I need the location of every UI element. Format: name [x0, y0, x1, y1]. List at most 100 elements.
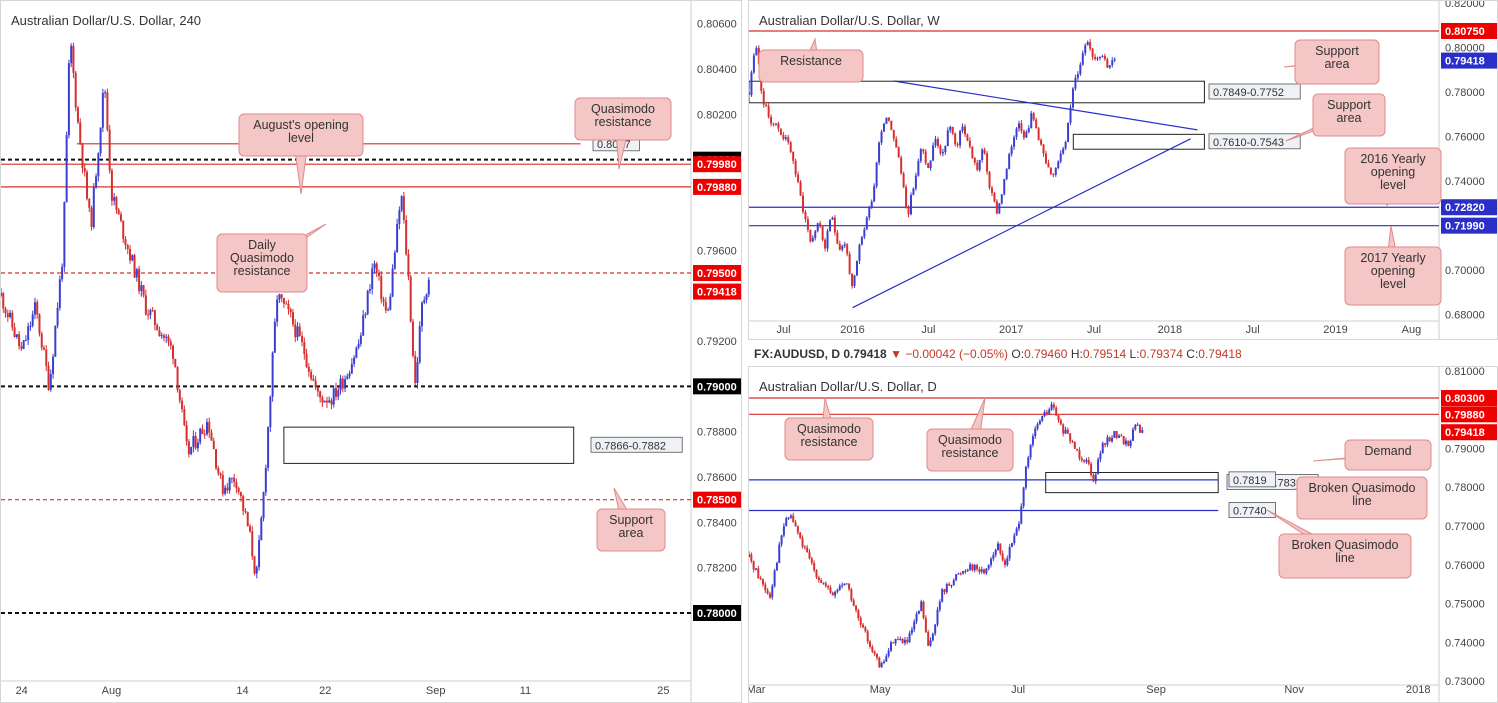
- candle-body: [328, 400, 331, 403]
- candle-body: [1008, 154, 1011, 170]
- candle-body: [296, 326, 299, 338]
- x-tick-label: 2019: [1323, 324, 1347, 336]
- candle-body: [76, 107, 79, 123]
- candle-body: [824, 239, 827, 249]
- candle-body: [838, 585, 841, 590]
- candle-body: [251, 531, 254, 557]
- candle-body: [836, 232, 839, 244]
- y-tick-label: 0.82000: [1445, 1, 1485, 10]
- candle-body: [341, 378, 344, 389]
- candle-body: [968, 140, 971, 147]
- candle-body: [208, 421, 211, 433]
- candle-body: [860, 237, 863, 245]
- candle-body: [873, 651, 876, 654]
- candle-body: [843, 583, 846, 586]
- candle-body: [945, 584, 948, 593]
- candle-body: [1084, 45, 1087, 54]
- candle-body: [9, 312, 12, 317]
- candle-body: [1005, 169, 1008, 179]
- candle-body: [1094, 56, 1097, 59]
- candle-body: [765, 104, 768, 106]
- x-tick-label: 2018: [1406, 684, 1430, 696]
- candle-body: [1055, 407, 1058, 416]
- candle-body: [1010, 146, 1013, 155]
- candle-body: [29, 325, 32, 327]
- candle-body: [880, 662, 883, 668]
- callout-text: resistance: [595, 115, 652, 129]
- candle-body: [378, 272, 381, 276]
- candle-body: [319, 391, 322, 398]
- candle-body: [924, 617, 927, 633]
- candle-body: [827, 585, 830, 588]
- chart-title: Australian Dollar/U.S. Dollar, D: [759, 379, 937, 394]
- candle-body: [113, 197, 116, 201]
- x-tick-label: Mar: [749, 684, 766, 696]
- candle-body: [260, 517, 263, 541]
- candle-body: [789, 142, 792, 152]
- candle-body: [99, 127, 102, 154]
- candle-body: [402, 196, 405, 220]
- candle-body: [83, 167, 86, 172]
- callout-text: Resistance: [780, 54, 842, 68]
- candle-body: [1057, 415, 1060, 421]
- candle-body: [1030, 113, 1033, 129]
- candle-body: [400, 196, 403, 211]
- candle-body: [187, 441, 190, 455]
- candle-body: [906, 639, 909, 643]
- candle-body: [45, 349, 48, 366]
- candle-body: [165, 336, 168, 338]
- candle-body: [248, 526, 251, 532]
- low-label: L:: [1129, 347, 1140, 361]
- candle-body: [1094, 474, 1097, 482]
- candle-body: [332, 388, 335, 405]
- candle-body: [414, 355, 417, 383]
- candle-body: [820, 580, 823, 583]
- candle-body: [973, 564, 976, 571]
- candle-body: [907, 207, 910, 215]
- candle-body: [1015, 528, 1018, 536]
- candle-body: [913, 621, 916, 630]
- price-axis: [691, 1, 741, 702]
- y-tick-label: 0.81000: [1445, 367, 1485, 378]
- candle-body: [1103, 56, 1106, 60]
- candle-body: [373, 263, 376, 269]
- candle-body: [882, 661, 885, 663]
- candle-body: [1079, 64, 1082, 75]
- last-price: 0.79418: [843, 347, 887, 361]
- candle-body: [922, 601, 925, 618]
- close-value: 0.79418: [1198, 347, 1242, 361]
- candle-body: [1037, 128, 1040, 140]
- candle-body: [278, 294, 281, 300]
- candle-body: [993, 192, 996, 202]
- candle-body: [806, 547, 809, 553]
- candle-body: [804, 211, 807, 220]
- candle-body: [1111, 60, 1114, 66]
- candle-body: [334, 388, 337, 397]
- callout-text: line: [1335, 551, 1355, 565]
- candle-body: [803, 546, 806, 548]
- candle-body: [1081, 53, 1084, 65]
- candle-body: [764, 584, 767, 591]
- candle-body: [900, 157, 903, 174]
- candle-body: [391, 268, 394, 297]
- candle-body: [865, 217, 868, 230]
- candle-body: [181, 400, 184, 410]
- candle-body: [1099, 453, 1102, 460]
- candle-body: [54, 325, 57, 357]
- candle-body: [366, 290, 369, 315]
- candle-body: [885, 117, 888, 124]
- candle-body: [924, 151, 927, 164]
- candle-body: [859, 618, 862, 625]
- candle-body: [828, 219, 831, 231]
- candle-body: [978, 159, 981, 170]
- candle-body: [1045, 412, 1048, 414]
- candle-body: [246, 511, 249, 527]
- candle-body: [973, 157, 976, 163]
- candle-body: [423, 299, 426, 303]
- down-arrow-icon: ▼: [890, 347, 902, 361]
- candle-body: [348, 373, 351, 377]
